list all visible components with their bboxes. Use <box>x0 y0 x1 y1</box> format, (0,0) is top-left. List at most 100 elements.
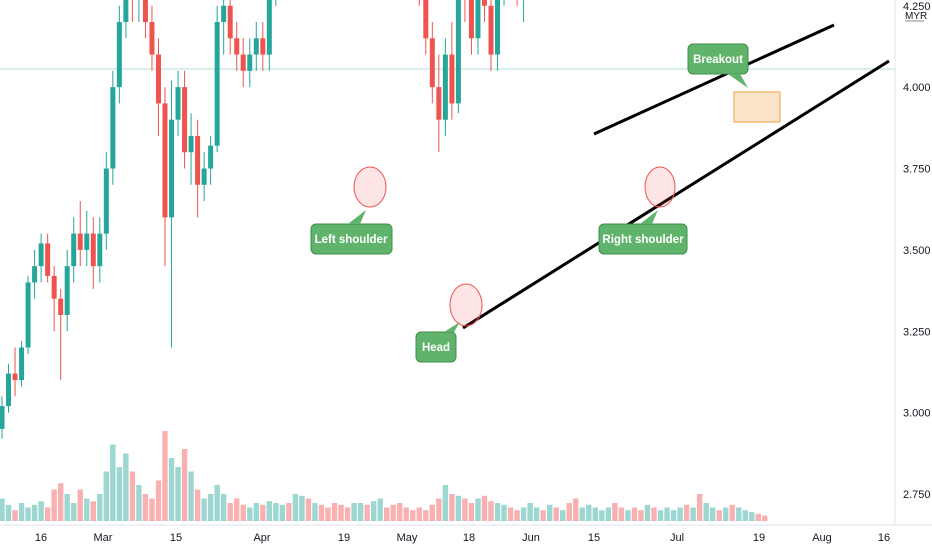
candle-body <box>436 87 442 120</box>
volume-bar <box>266 501 273 521</box>
candle <box>131 0 133 23</box>
volume-bar <box>410 510 416 521</box>
volume-bar <box>481 495 488 521</box>
candlesticks <box>0 0 525 439</box>
candle <box>169 80 175 348</box>
time-tick-label: Mar <box>94 532 113 544</box>
annotation-right-shoulder[interactable]: Right shoulder <box>598 210 688 255</box>
price-tick-label: 3.000 <box>903 408 931 420</box>
candle <box>71 217 77 283</box>
candle <box>423 0 429 55</box>
volume-bar <box>168 458 175 521</box>
price-tick-label: 3.750 <box>903 164 931 176</box>
volume-bar <box>318 504 325 521</box>
volume-bar <box>579 507 585 521</box>
candle <box>45 233 51 283</box>
candle-body <box>77 233 83 250</box>
volume-bar <box>5 504 12 521</box>
price-scale[interactable]: 2.7503.0003.2503.5003.7504.0004.2504.500… <box>903 0 931 501</box>
candle <box>442 38 448 136</box>
annotation-head[interactable]: Head <box>415 322 460 363</box>
annotation-breakout[interactable]: Breakout <box>687 43 749 88</box>
candle-body <box>260 38 266 55</box>
candle-body <box>468 0 474 39</box>
candle <box>51 266 57 332</box>
candle <box>240 38 246 88</box>
candle-body <box>142 0 148 23</box>
candle-body <box>221 5 227 23</box>
time-tick-label: Jun <box>522 532 540 544</box>
candle-body <box>449 54 455 104</box>
volume-bar <box>18 503 25 521</box>
volume-bar <box>436 498 442 521</box>
volume-bar <box>749 512 755 521</box>
volume-bar <box>612 503 618 521</box>
volume-bar <box>357 503 364 521</box>
head-marker <box>449 283 483 327</box>
candle <box>188 113 194 185</box>
volume-bar <box>449 494 455 521</box>
candle <box>175 70 181 136</box>
candle <box>149 5 155 71</box>
candle-body <box>201 168 207 185</box>
volume-bar <box>651 507 657 521</box>
volume-bar <box>560 510 566 521</box>
volume-bar <box>586 504 592 521</box>
volume-bar <box>188 471 194 521</box>
volume-bar <box>370 501 377 521</box>
candle <box>253 22 259 71</box>
candle-body <box>64 266 70 315</box>
time-tick-label: 19 <box>753 532 765 544</box>
candle-body <box>214 22 220 146</box>
volume-bar <box>286 503 292 521</box>
candle-body <box>488 5 494 55</box>
volume-bar <box>351 503 357 521</box>
volume-bar <box>331 503 338 521</box>
volume-bar <box>194 489 201 521</box>
volume-bar <box>77 489 83 521</box>
candle-body <box>195 135 201 185</box>
candle <box>6 363 12 413</box>
volume-bar <box>364 504 370 521</box>
candle-body <box>182 87 188 153</box>
volume-bar <box>755 513 762 521</box>
candle <box>495 0 501 71</box>
price-tick-label: 4.000 <box>903 82 931 94</box>
candle-body <box>253 38 259 55</box>
volume-bar <box>207 494 214 521</box>
candle-body <box>149 22 155 55</box>
time-scale[interactable]: 16 Mar 15 Apr 19 May 18 Jun 15 Jul 19 Aug 16 <box>35 532 890 544</box>
breakout-callout-pointer <box>728 74 748 88</box>
candle-body <box>240 54 246 71</box>
volume-bar <box>670 510 677 521</box>
candle-body <box>38 243 44 267</box>
volume-bar <box>292 494 299 521</box>
volume-bar <box>181 449 188 521</box>
candle-body <box>188 135 194 153</box>
candle-body <box>84 233 90 250</box>
volume-bar <box>501 504 507 521</box>
candle <box>123 0 129 39</box>
candle-body <box>45 243 51 276</box>
volume-bar <box>12 510 18 521</box>
volume-bar <box>51 489 57 521</box>
candle <box>64 249 70 332</box>
volume-bar <box>599 510 605 521</box>
volume-bar <box>625 510 631 521</box>
volume-bar <box>64 494 70 521</box>
volume-bar <box>703 503 709 521</box>
price-tick-label: 3.250 <box>903 326 931 338</box>
candle-body <box>429 38 435 88</box>
candle <box>38 233 44 283</box>
candle <box>481 0 487 23</box>
volume-bar <box>325 507 331 521</box>
candle <box>247 38 253 88</box>
volume-bar <box>123 453 129 521</box>
volume-bar <box>690 507 696 521</box>
candle-body <box>123 0 129 23</box>
volume-bar <box>142 494 149 521</box>
annotation-left-shoulder[interactable]: Left shoulder <box>310 210 393 255</box>
volume-bar <box>305 498 312 521</box>
